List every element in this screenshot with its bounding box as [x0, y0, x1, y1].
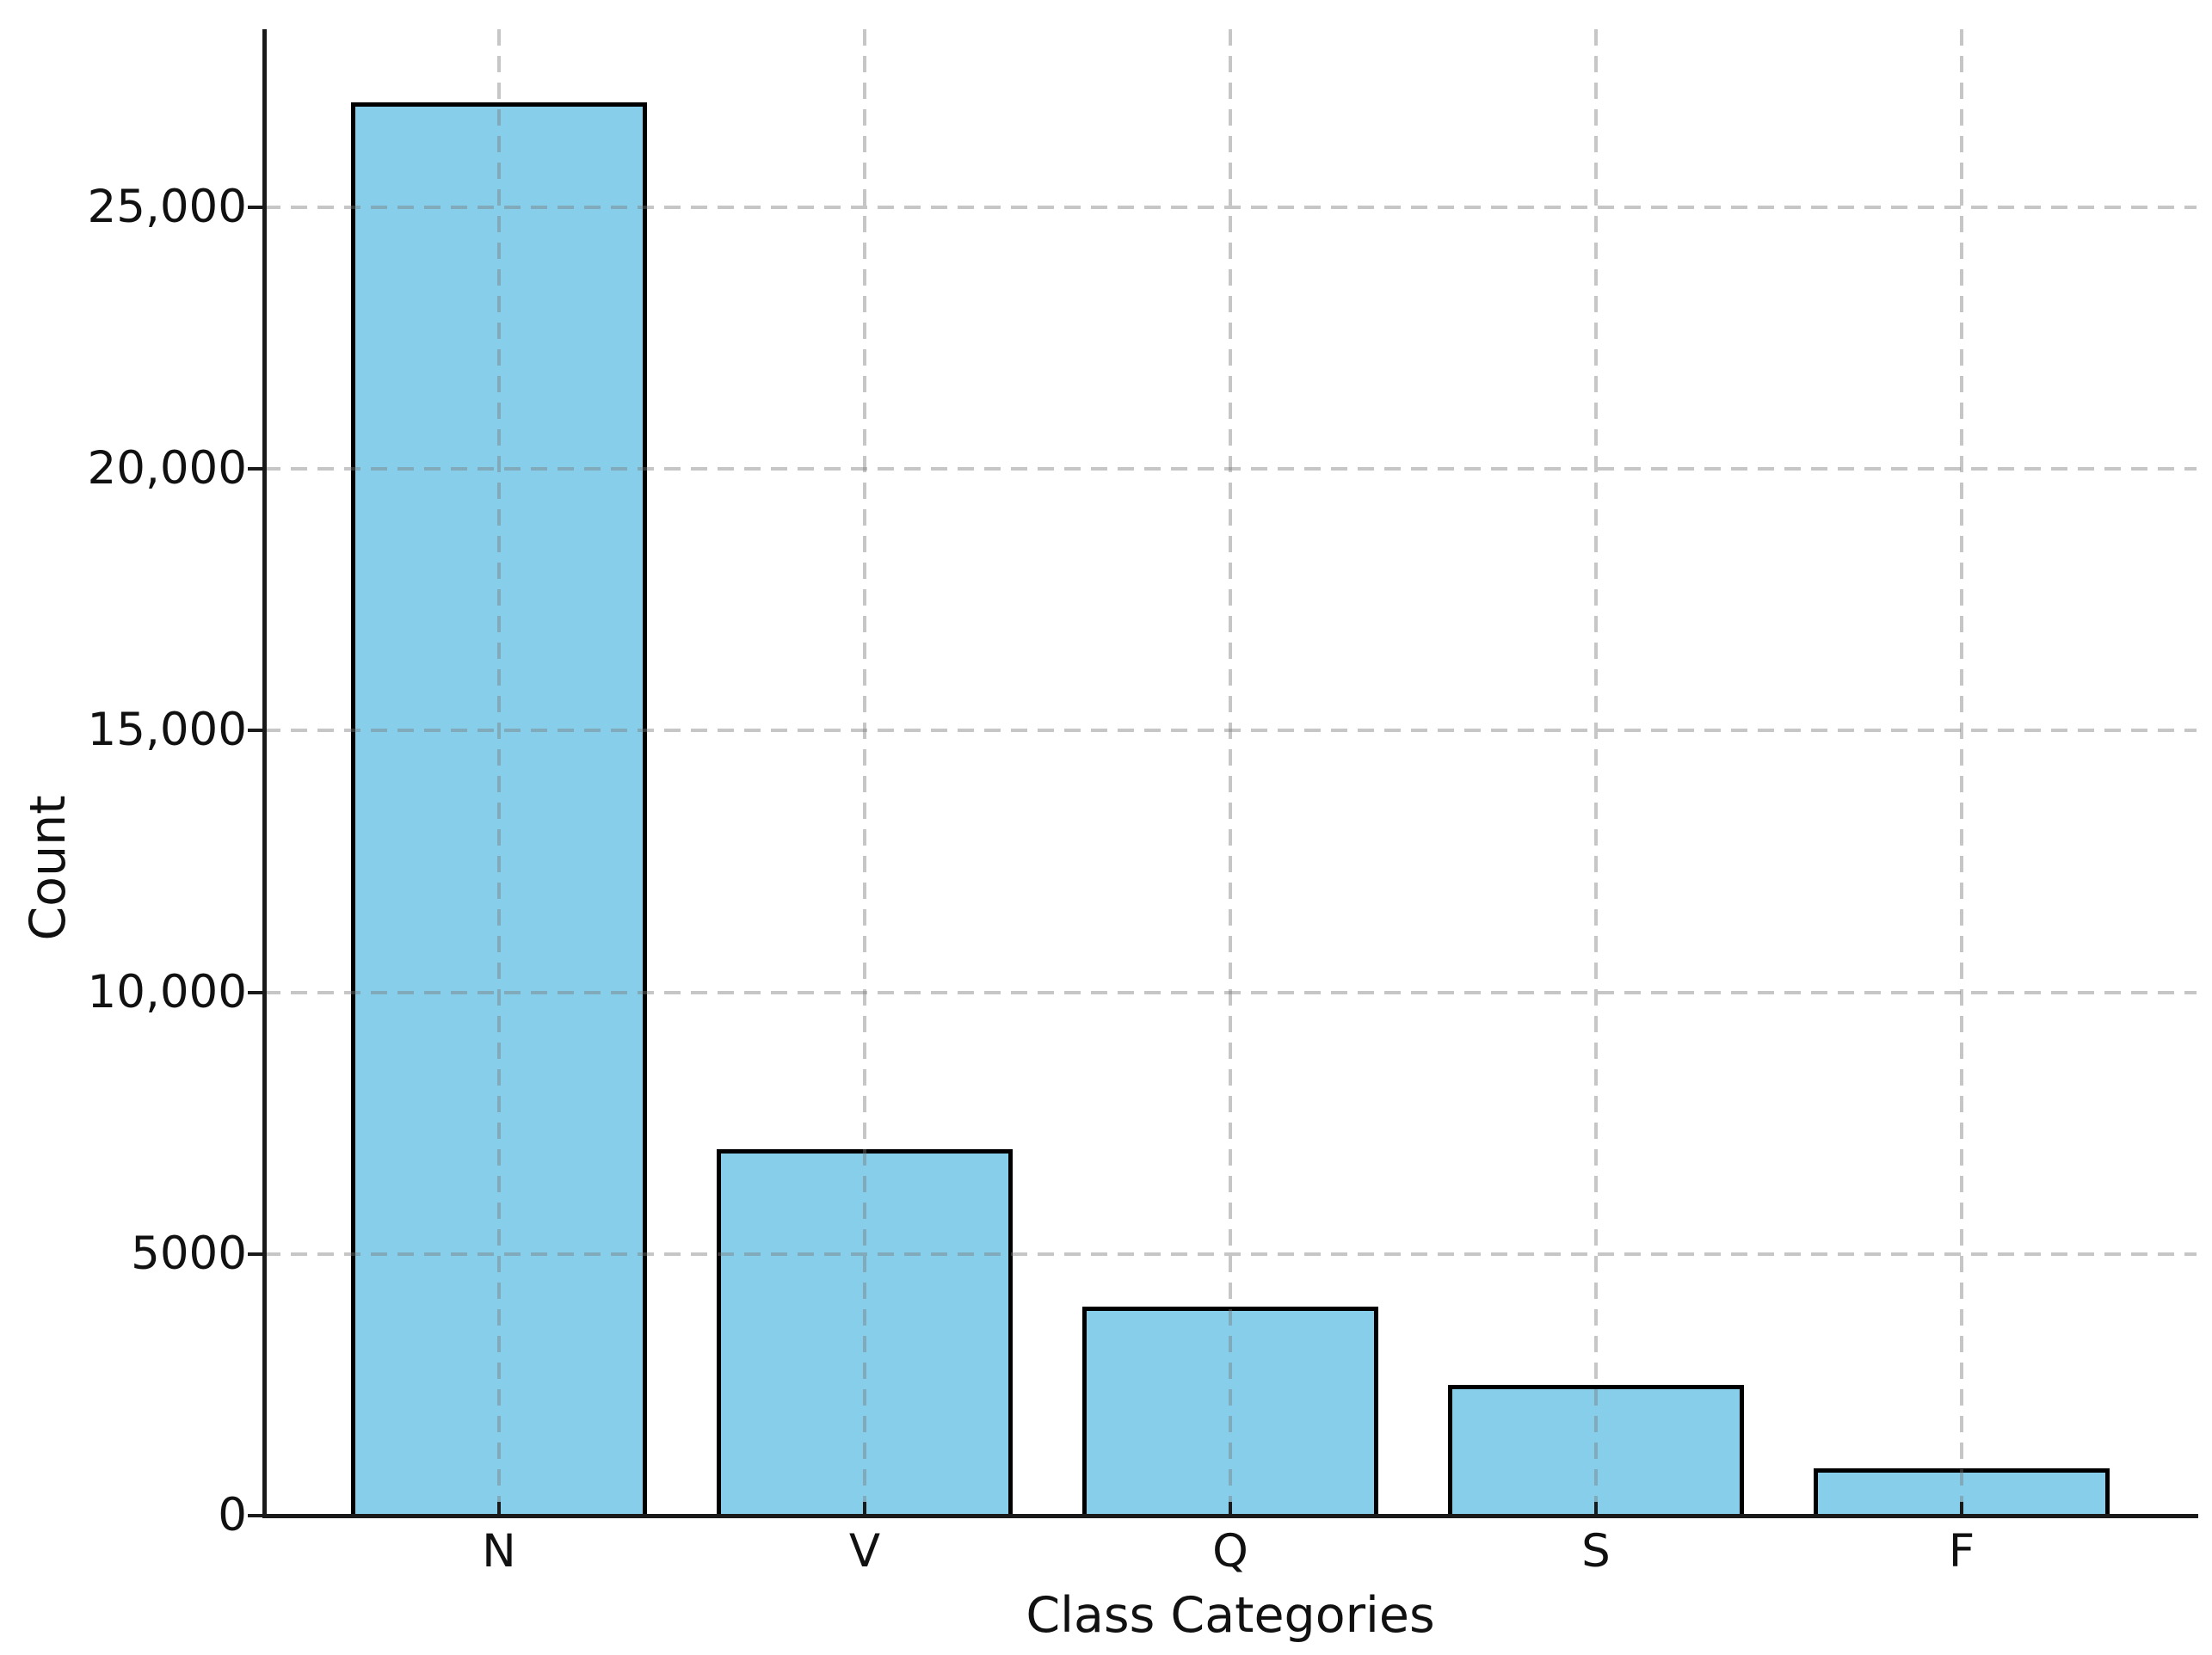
x-tick-mark	[1594, 1502, 1598, 1516]
bar-N	[351, 102, 647, 1516]
y-tick-label: 0	[218, 1489, 247, 1541]
y-tick-label: 25,000	[87, 180, 247, 233]
x-tick-mark	[863, 1502, 866, 1516]
x-axis-title: Class Categories	[1026, 1587, 1435, 1644]
v-gridline	[1960, 29, 1963, 1516]
bar-V	[717, 1149, 1013, 1516]
y-tick-label: 20,000	[87, 442, 247, 495]
bar-Q	[1082, 1306, 1378, 1516]
y-tick-label: 15,000	[87, 704, 247, 757]
x-tick-label: Q	[1212, 1525, 1248, 1578]
x-tick-mark	[1960, 1502, 1963, 1516]
y-tick-mark	[248, 1252, 262, 1256]
y-tick-label: 10,000	[87, 965, 247, 1018]
x-tick-label: N	[482, 1525, 516, 1578]
y-tick-label: 5000	[131, 1227, 247, 1280]
y-tick-mark	[248, 467, 262, 471]
y-axis-spine	[262, 29, 267, 1518]
y-tick-mark	[248, 1514, 262, 1517]
x-tick-label: V	[848, 1525, 881, 1578]
x-tick-label: S	[1581, 1525, 1611, 1578]
y-tick-mark	[248, 990, 262, 994]
v-gridline	[1229, 29, 1232, 1516]
x-axis-spine	[262, 1514, 2198, 1518]
bar-S	[1448, 1384, 1744, 1516]
y-tick-mark	[248, 205, 262, 209]
x-tick-label: F	[1948, 1525, 1975, 1578]
y-tick-mark	[248, 729, 262, 733]
y-axis-title: Count	[20, 795, 77, 941]
plot-area	[248, 29, 2198, 1518]
x-tick-mark	[497, 1502, 501, 1516]
v-gridline	[1594, 29, 1598, 1516]
x-tick-mark	[1229, 1502, 1232, 1516]
